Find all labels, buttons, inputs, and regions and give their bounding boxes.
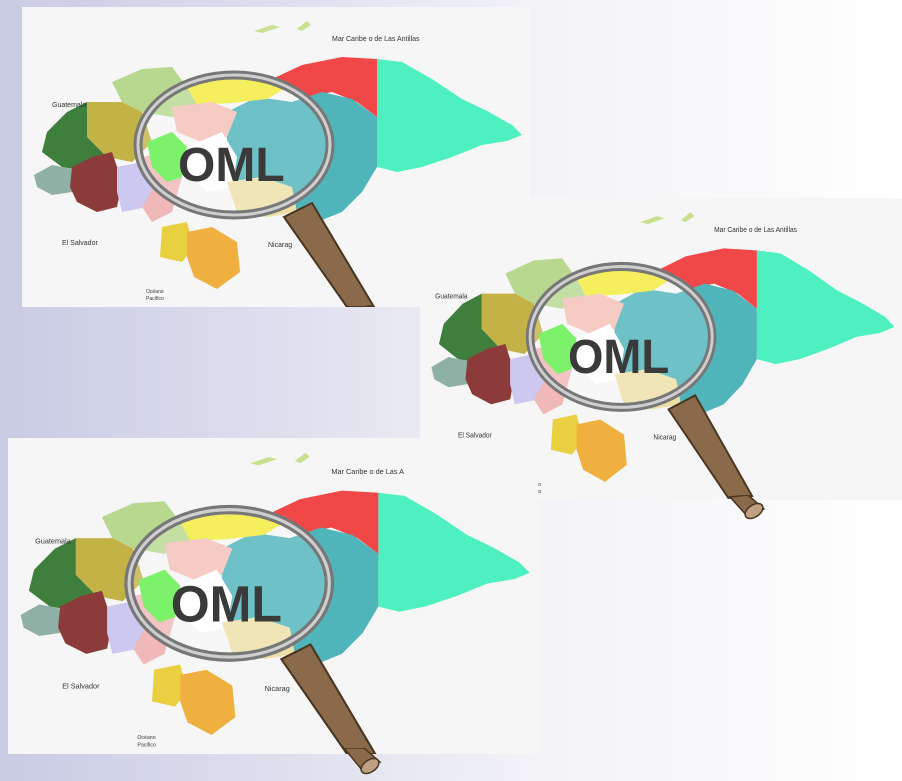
ocean-label-line2: Pacífico: [146, 296, 164, 302]
sea-label: Mar Caribe o de Las A: [331, 467, 404, 476]
map-labels: Mar Caribe o de Las A Guatemala El Salva…: [35, 467, 404, 749]
map-labels: Mar Caribe o de Las Antillas Guatemala E…: [52, 36, 420, 302]
map-regions: [431, 212, 895, 482]
guatemala-label: Guatemala: [435, 294, 468, 301]
honduras-map-3: Mar Caribe o de Las A Guatemala El Salva…: [20, 452, 530, 754]
map-regions: [20, 452, 530, 736]
nicaragua-label: Nicarag: [653, 434, 676, 441]
nicaragua-label: Nicarag: [268, 242, 292, 249]
map-card-3: Mar Caribe o de Las A Guatemala El Salva…: [8, 438, 538, 754]
honduras-map-1: Mar Caribe o de Las Antillas Guatemala E…: [34, 21, 522, 307]
el-salvador-label: El Salvador: [458, 432, 493, 439]
magnifying-glass-icon: OML: [525, 261, 754, 500]
sea-label: Mar Caribe o de Las Antillas: [714, 227, 797, 234]
map-card-2: Mar Caribe o de Las Antillas Guatemala E…: [420, 198, 902, 500]
magnifier-handle-end-icon: [728, 494, 766, 521]
map-card-1: Mar Caribe o de Las Antillas Guatemala E…: [22, 7, 530, 307]
ocean-label-line1: Océano: [146, 289, 164, 295]
magnifier-text: OML: [171, 575, 282, 632]
honduras-map-2: Mar Caribe o de Las Antillas Guatemala E…: [431, 212, 895, 500]
magnifier-text: OML: [568, 329, 669, 384]
nicaragua-label: Nicarag: [265, 684, 290, 693]
sea-label: Mar Caribe o de Las Antillas: [332, 36, 420, 43]
magnifying-glass-icon: OML: [124, 504, 377, 754]
el-salvador-label: El Salvador: [62, 240, 98, 247]
ocean-label-line1: Océano: [137, 735, 155, 741]
ocean-label-line2: Pacífico: [137, 743, 156, 749]
magnifying-glass-icon: OML: [133, 70, 377, 307]
guatemala-label: Guatemala: [35, 536, 72, 545]
guatemala-label: Guatemala: [52, 102, 86, 109]
magnifier-handle-end-icon: [342, 747, 382, 776]
el-salvador-label: El Salvador: [62, 682, 100, 691]
magnifier-text: OML: [178, 139, 285, 192]
